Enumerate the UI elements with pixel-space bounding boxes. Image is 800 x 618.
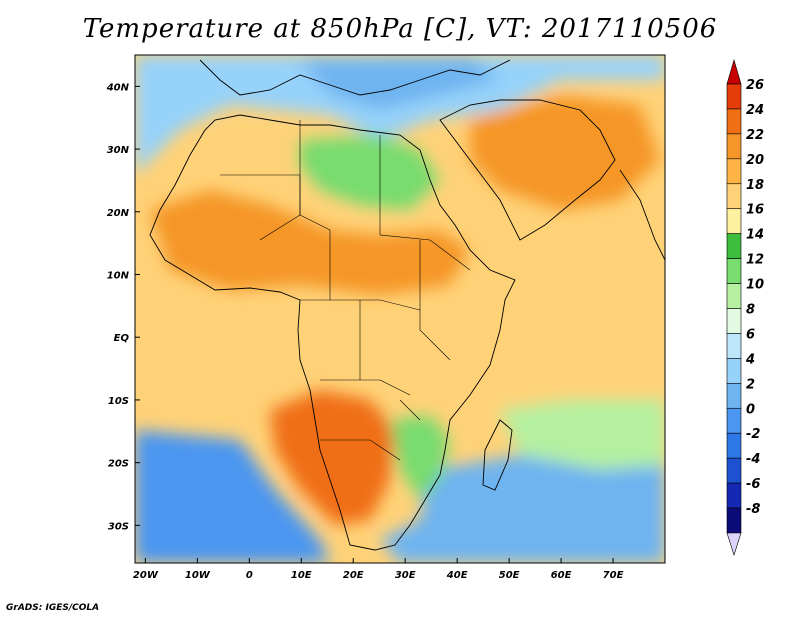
lon-tick-label: 10W (185, 570, 211, 581)
latitude-axis: 40N 30N 20N 10N EQ 10S 20S 30S (106, 82, 130, 532)
colorbar-label: 10 (746, 278, 764, 293)
country-borders (220, 120, 471, 461)
colorbar-label: 18 (746, 178, 764, 193)
colorbar-box (726, 407, 742, 434)
lat-tick-label: EQ (114, 333, 130, 344)
colorbar-label: 26 (746, 78, 764, 93)
lat-tick-label: 20S (108, 459, 129, 470)
colorbar-box (726, 83, 742, 110)
latitude-ticks (135, 85, 140, 526)
field-sahara-green (300, 135, 440, 210)
field-arabia-hot (470, 95, 660, 210)
lon-tick-label: 20E (343, 570, 364, 581)
plot-frame (134, 54, 666, 564)
temperature-field (135, 55, 665, 563)
colorbar-box (726, 308, 742, 334)
field-kalahari-hot (270, 390, 395, 525)
lon-tick-label: 10E (291, 570, 312, 581)
colorbar-box (726, 133, 742, 160)
colorbar-box (726, 383, 742, 409)
colorbar-label: -8 (746, 502, 760, 517)
colorbar-label: 6 (746, 327, 755, 342)
colorbar-label: 2 (746, 377, 755, 392)
colorbar-over-arrow (726, 58, 742, 85)
lon-tick-label: 40E (446, 570, 468, 581)
colorbar-box (726, 457, 742, 484)
colorbar-label: 24 (746, 103, 764, 118)
colorbar-boxes (726, 83, 742, 534)
colorbar-box (726, 258, 742, 284)
colorbar-box (726, 482, 742, 509)
colorbar-box (726, 233, 742, 259)
colorbar-label: 22 (746, 128, 764, 143)
field-indian-ocean-green (500, 400, 665, 470)
colorbar-box (726, 333, 742, 359)
colorbar-label: -4 (746, 452, 760, 467)
coastlines (149, 59, 665, 551)
lat-tick-label: 30S (108, 521, 129, 532)
field-north-cool (135, 55, 665, 175)
colorbar-box (726, 507, 742, 534)
colorbar-label: 0 (746, 402, 755, 417)
lon-tick-label: 60E (551, 570, 572, 581)
africa-coastline (149, 114, 516, 551)
arabia-coastline (439, 99, 616, 241)
colorbar-label: 4 (745, 352, 755, 367)
colorbar-label: -6 (746, 477, 760, 492)
page-title: Temperature at 850hPa [C], VT: 201711050… (82, 14, 718, 44)
lat-tick-label: 10S (108, 396, 129, 407)
grads-credit: GrADS: IGES/COLA (6, 603, 100, 613)
lon-tick-label: 0 (246, 570, 253, 581)
colorbar-label: 20 (746, 153, 764, 168)
europe-coastline (199, 59, 511, 96)
lon-tick-label: 70E (603, 570, 624, 581)
colorbar-box (726, 358, 742, 384)
longitude-axis: 20W 10W 0 10E 20E 30E 40E 50E 60E 70E (133, 570, 624, 581)
colorbar-label: 14 (746, 228, 764, 243)
india-coastline (619, 169, 665, 261)
colorbar-box (726, 208, 742, 234)
lon-tick-label: 20W (133, 570, 159, 581)
colorbar-box (726, 108, 742, 135)
field-sahel-hot (150, 190, 470, 295)
field-mediterranean (300, 58, 500, 110)
longitude-ticks (144, 558, 614, 563)
colorbar-under-arrow (726, 532, 742, 556)
lat-tick-label: 30N (107, 145, 130, 156)
colorbar-label: 12 (746, 253, 764, 268)
lon-tick-label: 30E (395, 570, 416, 581)
colorbar-label: -2 (746, 427, 760, 442)
field-south-ocean (135, 430, 330, 563)
colorbar-box (726, 283, 742, 309)
lon-tick-label: 50E (499, 570, 520, 581)
lat-tick-label: 40N (106, 82, 130, 93)
colorbar-label: 16 (746, 203, 764, 218)
madagascar-coastline (482, 419, 513, 491)
colorbar-label: 8 (746, 303, 755, 318)
colorbar-box (726, 183, 742, 210)
colorbar-box (726, 158, 742, 185)
field-east-africa-green (390, 415, 450, 500)
field-southeast-ocean (380, 455, 665, 563)
lat-tick-label: 10N (107, 271, 130, 282)
colorbar-box (726, 432, 742, 459)
lat-tick-label: 20N (107, 208, 130, 219)
